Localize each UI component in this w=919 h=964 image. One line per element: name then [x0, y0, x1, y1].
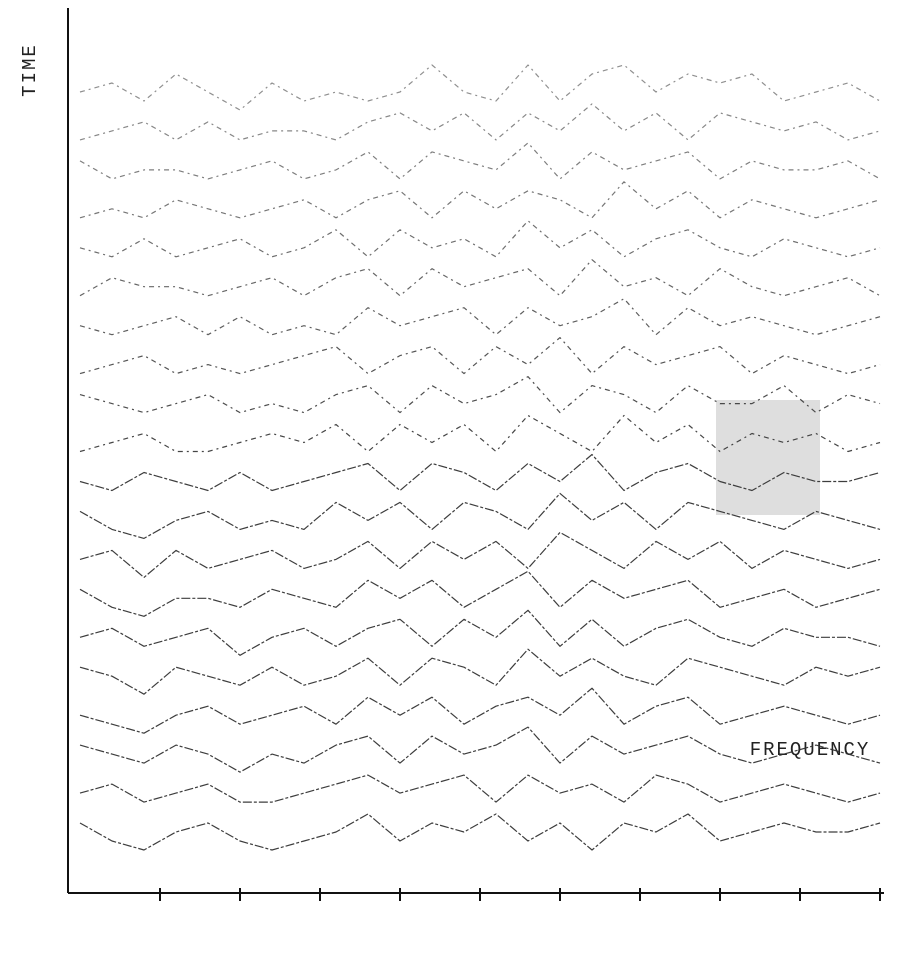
trace — [79, 774, 881, 803]
trace — [79, 103, 881, 141]
trace — [79, 64, 881, 111]
trace — [79, 337, 881, 375]
trace — [79, 142, 881, 180]
trace — [79, 181, 881, 219]
trace — [79, 453, 881, 492]
smudge — [716, 400, 820, 515]
trace — [79, 220, 881, 258]
trace — [79, 259, 881, 297]
trace — [79, 531, 881, 578]
trace — [79, 648, 881, 695]
trace — [79, 376, 881, 414]
trace — [79, 570, 881, 617]
trace — [79, 492, 881, 539]
x-axis-label: FREQUENCY — [750, 739, 871, 761]
trace — [79, 609, 881, 656]
trace — [79, 813, 881, 851]
trace — [79, 298, 881, 336]
trace — [79, 687, 881, 734]
trace — [79, 726, 881, 773]
y-axis-label: TIME — [19, 43, 41, 97]
